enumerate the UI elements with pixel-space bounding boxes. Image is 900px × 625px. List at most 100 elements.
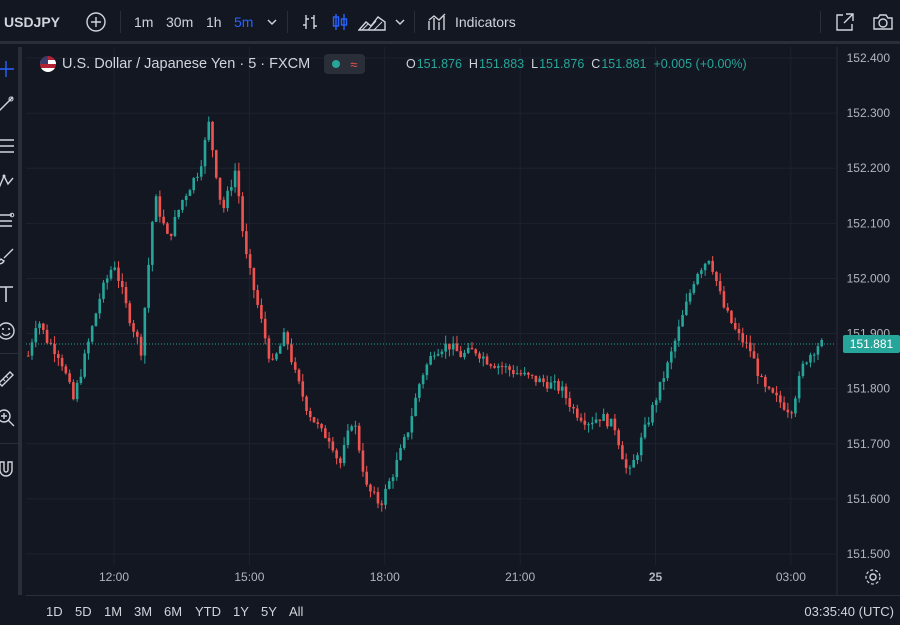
utc-clock[interactable]: 03:35:40 (UTC) <box>804 603 894 619</box>
chart-type-chevron-icon[interactable] <box>388 10 412 34</box>
candlestick-chart-svg[interactable]: 152.400152.300152.200152.100152.000151.9… <box>26 47 900 595</box>
range-6m-button[interactable]: 6M <box>164 603 183 619</box>
candle-body <box>500 366 504 368</box>
candle-body <box>237 170 241 197</box>
interval-dropdown-chevron-icon[interactable] <box>260 10 284 34</box>
candle-body <box>372 491 376 493</box>
area-chart-type-icon[interactable] <box>358 10 386 34</box>
candle-body <box>820 339 824 347</box>
candle-body <box>286 332 290 345</box>
candle-body <box>72 382 75 400</box>
projection-icon[interactable] <box>0 207 18 231</box>
candle-body <box>83 353 86 377</box>
candle-body <box>139 336 143 356</box>
candle-body <box>226 190 229 209</box>
range-1y-button[interactable]: 1Y <box>233 603 249 619</box>
candle-body <box>647 422 651 425</box>
ohlc-open-key: O <box>406 57 416 71</box>
candles-chart-type-icon[interactable] <box>328 10 352 34</box>
x-axis-tick-label: 15:00 <box>234 570 264 584</box>
candle-body <box>775 392 778 396</box>
settings-gear-icon[interactable] <box>864 568 882 586</box>
price-chart[interactable]: 152.400 152.300 152.200 152.100 152.000 151.9… <box>26 47 900 595</box>
candle-body <box>444 343 447 352</box>
candle-body <box>481 356 485 359</box>
camera-icon[interactable] <box>871 10 895 34</box>
candle-body <box>564 386 568 399</box>
magnet-icon[interactable] <box>0 457 18 481</box>
range-5y-button[interactable]: 5Y <box>261 603 277 619</box>
candle-body <box>666 362 669 379</box>
candle-body <box>485 356 489 365</box>
candle-body <box>339 458 342 464</box>
interval-1m-button[interactable]: 1m <box>134 14 154 30</box>
candle-body <box>271 358 274 360</box>
candle-body <box>786 409 790 413</box>
top-toolbar: USDJPY 1m 30m 1h 5m Indicators <box>0 0 900 44</box>
interval-30m-button[interactable]: 30m <box>166 14 194 30</box>
interval-1h-button[interactable]: 1h <box>206 14 222 30</box>
indicators-button[interactable]: Indicators <box>455 14 516 30</box>
candle-body <box>782 402 786 410</box>
text-tool-icon[interactable] <box>0 282 18 306</box>
candle-body <box>109 269 113 279</box>
compare-add-icon[interactable] <box>84 10 108 34</box>
brush-icon[interactable] <box>0 244 18 268</box>
candle-body <box>369 484 372 492</box>
symbol-legend: U.S. Dollar / Japanese Yen · 5 · FXCM ≈ <box>40 53 366 75</box>
fib-retracement-icon[interactable] <box>0 134 18 158</box>
candle-body <box>252 267 256 291</box>
candle-body <box>658 381 662 401</box>
candle-body <box>568 398 572 407</box>
candle-body <box>45 329 49 343</box>
symbol-search-button[interactable]: USDJPY <box>4 14 61 30</box>
candle-body <box>98 298 102 314</box>
candle-body <box>643 424 647 438</box>
fullscreen-icon[interactable] <box>833 10 857 34</box>
candle-body <box>30 342 34 356</box>
ohlc-open-value: 151.876 <box>416 57 462 71</box>
emoji-icon[interactable] <box>0 319 18 343</box>
candle-body <box>34 328 38 343</box>
range-1m-button[interactable]: 1M <box>104 603 123 619</box>
candle-body <box>692 284 696 293</box>
candle-body <box>308 410 312 418</box>
candle-body <box>598 419 602 421</box>
candle-body <box>199 166 203 177</box>
y-axis-tick-label: 151.500 <box>847 547 891 561</box>
candle-body <box>188 190 192 197</box>
candle-body <box>654 400 658 405</box>
candle-body <box>147 264 150 308</box>
candle-body <box>606 413 609 427</box>
zoom-in-icon[interactable] <box>0 406 18 430</box>
candle-body <box>466 347 470 353</box>
range-ytd-button[interactable]: YTD <box>195 603 221 619</box>
candle-body <box>207 121 211 140</box>
candle-body <box>406 432 410 438</box>
range-1d-button[interactable]: 1D <box>46 603 63 619</box>
candle-body <box>756 358 760 376</box>
indicators-icon[interactable] <box>426 10 450 34</box>
candle-body <box>801 363 805 376</box>
candle-body <box>478 353 481 359</box>
range-all-button[interactable]: All <box>289 603 304 619</box>
x-axis-tick-label: 21:00 <box>505 570 535 584</box>
market-status-pill[interactable]: ≈ <box>324 54 366 74</box>
candle-body <box>64 366 68 374</box>
range-5d-button[interactable]: 5D <box>75 603 92 619</box>
bar-chart-type-icon[interactable] <box>298 10 322 34</box>
candle-body <box>707 260 711 264</box>
market-open-dot-icon <box>332 60 341 68</box>
candle-body <box>136 331 139 337</box>
trend-line-icon[interactable] <box>0 92 18 116</box>
pattern-icon[interactable] <box>0 170 18 194</box>
y-axis-tick-label: 151.700 <box>847 437 891 451</box>
ohlc-low-value: 151.876 <box>539 57 585 71</box>
interval-5m-button[interactable]: 5m <box>234 14 254 30</box>
crosshair-icon[interactable] <box>0 57 18 81</box>
us-flag-icon <box>40 56 56 72</box>
ruler-icon[interactable] <box>0 367 18 391</box>
range-3m-button[interactable]: 3M <box>134 603 153 619</box>
candle-body <box>688 292 692 302</box>
candle-body <box>711 260 714 272</box>
